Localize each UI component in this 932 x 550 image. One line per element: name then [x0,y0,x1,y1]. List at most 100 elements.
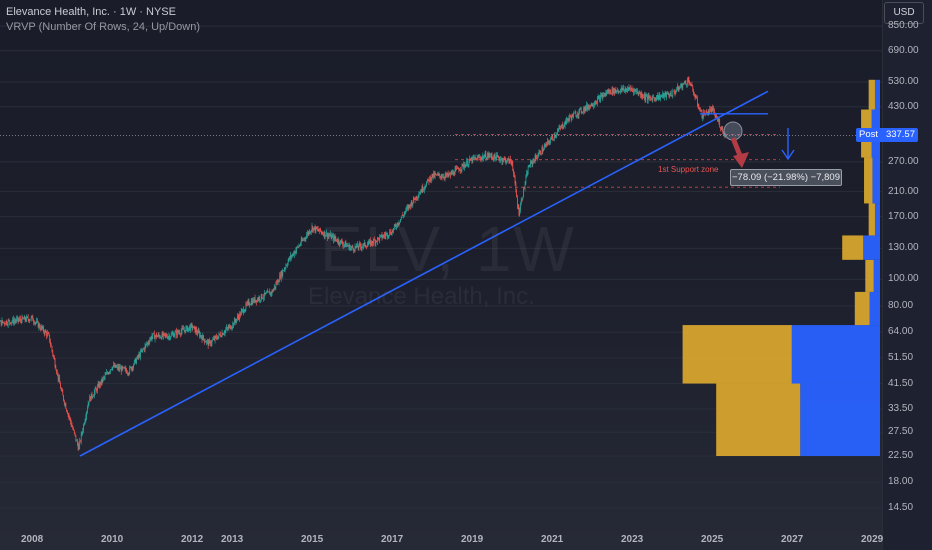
candle-body [134,358,136,361]
candle-body [321,231,323,234]
candle-body [616,90,617,92]
candle-body [280,271,282,279]
candle-body [406,208,407,209]
candle-body [353,250,355,252]
candle-body [90,393,92,401]
candle-body [638,93,640,95]
candle-body [200,335,202,338]
candle-body [193,326,195,328]
candle-body [161,333,163,339]
candle-body [623,87,624,91]
candle-body [114,364,116,367]
candle-body [135,358,137,364]
candle-body [710,109,712,112]
candle-body [255,300,257,302]
candle-body [480,157,481,159]
x-tick-label: 2010 [101,534,124,545]
candle-body [635,89,637,92]
candle-body [569,115,571,119]
candle-body [544,145,546,147]
candle-body [160,337,162,339]
candle-body [322,233,324,235]
candle-body [530,161,531,167]
candle-body [337,239,339,243]
candle-body [128,373,130,375]
candle-body [583,108,585,112]
candle-body [414,199,416,201]
candle-body [212,339,214,341]
candle-body [127,373,129,375]
candle-body [22,316,24,319]
candle-body [698,106,700,110]
candle-body [604,93,606,95]
candle-body [235,321,237,322]
candle-body [173,335,175,337]
candle-body [420,191,421,194]
candle-body [540,153,542,155]
symbol-title[interactable]: Elevance Health, Inc. · 1W · NYSE [6,6,176,18]
y-tick-label: 130.00 [888,242,919,254]
candle-body [231,327,233,329]
candle-body [305,238,307,240]
candle-body [118,366,120,370]
candle-body [602,95,604,98]
candle-body [149,340,151,344]
candle-body [285,265,287,269]
candle-body [563,125,565,127]
volume-profile-down-bar [872,157,880,204]
measure-label[interactable]: −78.09 (−21.98%) −7,809 [730,169,842,186]
indicator-legend[interactable]: VRVP (Number Of Rows, 24, Up/Down) [6,21,200,33]
candle-body [529,166,531,168]
candle-body [50,341,51,345]
candle-body [5,321,7,325]
candle-body [464,165,466,168]
candle-body [13,318,14,324]
candle-body [431,173,433,179]
candle-body [364,242,366,247]
candle-body [441,177,443,178]
candle-body [568,118,570,121]
candle-body [482,155,484,158]
candle-body [227,327,228,329]
candle-body [497,154,498,157]
candle-body [651,98,653,101]
candle-body [542,147,544,152]
candle-body [121,366,123,372]
price-axis[interactable] [882,0,932,550]
candle-body [167,336,168,339]
candle-body [245,303,247,310]
candle-body [21,316,23,323]
candle-body [503,158,505,160]
candle-body [203,335,204,339]
candle-body [339,243,341,245]
candle-body [214,336,216,341]
candle-body [356,244,357,247]
candle-body [110,369,112,371]
candle-body [57,372,58,374]
candle-body [562,124,564,128]
candle-body [158,334,160,336]
candle-body [177,330,178,336]
candle-body [479,157,481,158]
currency-button[interactable]: USD [884,2,924,24]
candle-body [558,127,560,131]
candle-body [444,175,446,178]
candle-body [525,177,527,184]
candle-body [400,217,402,220]
candle-body [221,333,223,337]
candle-body [117,366,118,368]
x-tick-label: 2017 [381,534,404,545]
candle-body [182,328,184,330]
candle-body [327,235,329,238]
candle-body [317,228,319,231]
candle-body [681,83,683,88]
candle-body [310,230,312,232]
candle-body [156,334,157,338]
y-tick-label: 51.50 [888,351,914,363]
candle-body [240,313,241,316]
volume-profile-down-bar [873,259,880,292]
x-tick-label: 2019 [461,534,484,545]
candle-body [15,320,17,322]
candle-body [213,338,215,341]
candle-body [16,318,17,322]
